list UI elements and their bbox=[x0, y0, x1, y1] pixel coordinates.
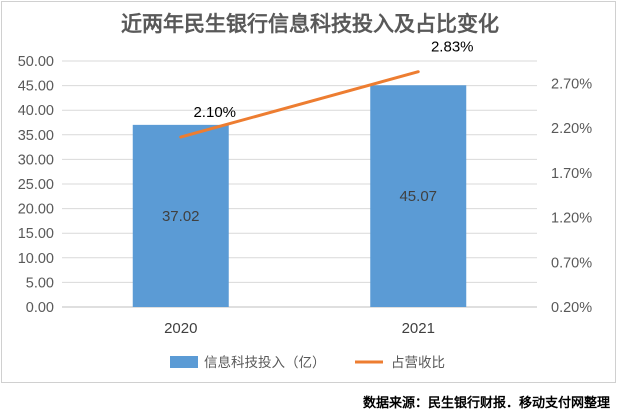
bar-series: 37.02 45.07 bbox=[132, 85, 467, 307]
legend-line-label: 占营收比 bbox=[391, 355, 445, 371]
left-tick-label: 0.00 bbox=[26, 300, 54, 316]
left-tick-label: 50.00 bbox=[18, 54, 54, 70]
line-series: 2.10% 2.83% bbox=[179, 39, 474, 139]
left-tick-label: 40.00 bbox=[18, 103, 54, 119]
left-tick-label: 45.00 bbox=[18, 79, 54, 95]
left-tick-label: 10.00 bbox=[18, 251, 54, 267]
chart-frame bbox=[1, 1, 616, 383]
right-tick-label: 1.20% bbox=[551, 211, 592, 227]
right-tick-label: 0.70% bbox=[551, 255, 592, 271]
line-data-label: 2.83% bbox=[431, 39, 474, 56]
right-tick-label: 0.20% bbox=[551, 300, 592, 316]
legend-bar-label: 信息科技投入（亿） bbox=[204, 354, 326, 371]
left-tick-label: 30.00 bbox=[18, 152, 54, 168]
right-tick-label: 2.70% bbox=[551, 76, 592, 92]
bar bbox=[132, 124, 229, 307]
line-series-path bbox=[179, 70, 420, 139]
bar bbox=[370, 85, 467, 307]
x-tick-label: 2021 bbox=[402, 320, 435, 337]
left-tick-label: 20.00 bbox=[18, 202, 54, 218]
bar-data-label: 45.07 bbox=[399, 188, 437, 205]
bar-data-label: 37.02 bbox=[162, 208, 200, 225]
x-tick-label: 2020 bbox=[164, 320, 197, 337]
source-note: 数据来源：民生银行财报．移动支付网整理 bbox=[363, 395, 610, 411]
chart-title: 近两年民生银行信息科技投入及占比变化 bbox=[121, 12, 499, 36]
right-tick-label: 2.20% bbox=[551, 121, 592, 137]
left-tick-label: 5.00 bbox=[26, 275, 54, 291]
left-tick-label: 25.00 bbox=[18, 177, 54, 193]
legend-bar-swatch bbox=[170, 356, 198, 368]
left-axis-ticks: 0.00 5.00 10.00 15.00 20.00 25.00 30.00 35.00 40… bbox=[18, 54, 54, 316]
legend: 信息科技投入（亿） 占营收比 bbox=[170, 354, 445, 371]
left-tick-label: 15.00 bbox=[18, 226, 54, 242]
line-data-label: 2.10% bbox=[193, 104, 236, 121]
left-tick-label: 35.00 bbox=[18, 128, 54, 144]
right-axis-ticks: 0.20% 0.70% 1.20% 1.70% 2.20% 2.70% bbox=[551, 76, 592, 316]
x-axis-ticks: 2020 2021 bbox=[164, 320, 435, 337]
right-tick-label: 1.70% bbox=[551, 166, 592, 182]
